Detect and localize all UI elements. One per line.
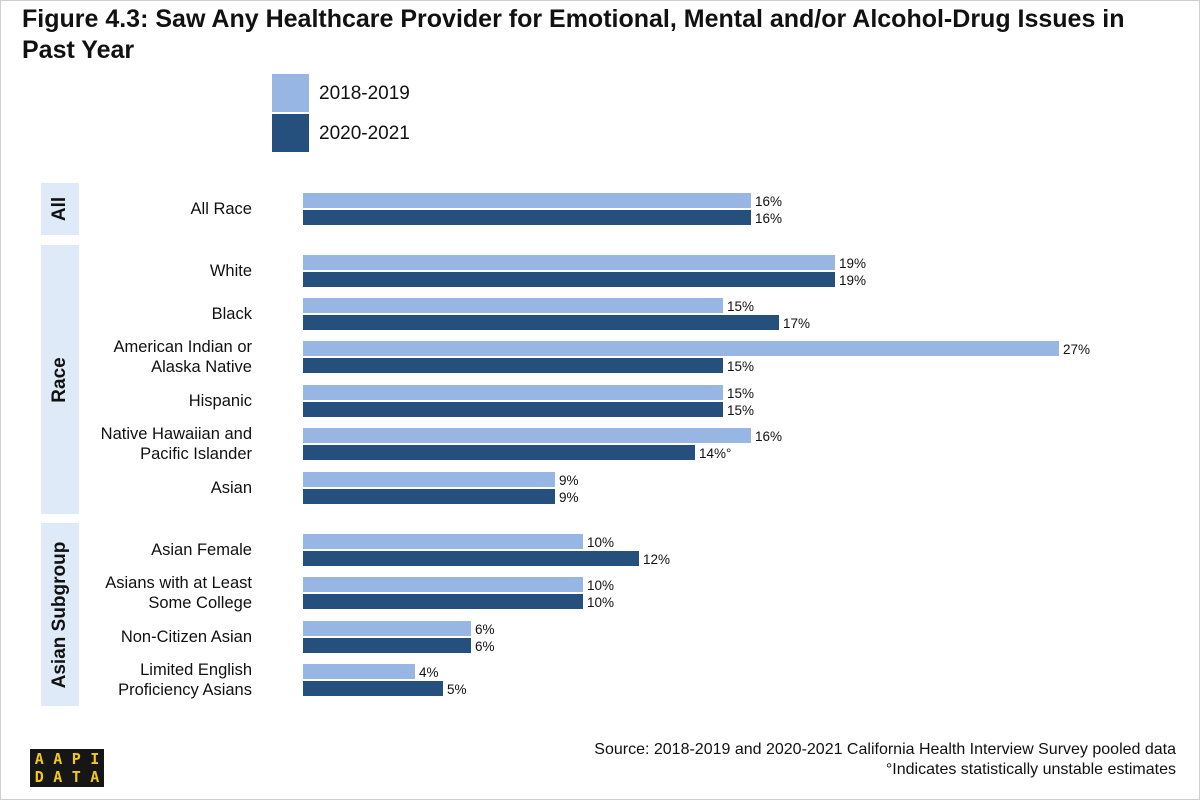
bar-2020-2021 [303,594,583,609]
bar-2020-2021 [303,551,639,566]
category-label: Asians with at Least Some College [105,574,252,612]
data-label: 9% [559,490,579,505]
category-label: All Race [190,200,252,218]
bar-2018-2019 [303,193,751,208]
bar-2018-2019 [303,577,583,592]
logo-letter: P [71,749,81,768]
bar-2020-2021 [303,489,555,504]
bar-2020-2021 [303,272,835,287]
data-label: 10% [587,535,614,550]
logo-letter: A [53,749,63,768]
bar-2020-2021 [303,402,723,417]
facet-strip-asian-subgroup: Asian Subgroup [41,523,79,706]
data-label: 15% [727,299,754,314]
legend-swatch-2020-2021 [272,114,309,152]
bar-2020-2021 [303,445,695,460]
category-label: White [209,262,252,280]
data-label: 16% [755,194,782,209]
source-note: Source: 2018-2019 and 2020-2021 Californ… [594,740,1176,780]
bar-2018-2019 [303,621,471,636]
data-label: 17% [783,316,810,331]
category-label: Asian Female [151,541,252,559]
bar-2018-2019 [303,255,835,270]
bar-2018-2019 [303,298,723,313]
data-label: 15% [727,403,754,418]
category-label: Hispanic [188,392,252,410]
logo-letter: A [53,767,63,786]
data-label: 5% [447,682,467,697]
bar-2018-2019 [303,385,723,400]
bar-2020-2021 [303,358,723,373]
bar-2020-2021 [303,315,779,330]
bar-2018-2019 [303,472,555,487]
legend-item-2018-2019: 2018-2019 [272,74,472,112]
category-label: American Indian or Alaska Native [113,338,253,376]
legend-item-2020-2021: 2020-2021 [272,114,472,152]
data-label: 12% [643,552,670,567]
data-label: 10% [587,595,614,610]
data-label: 19% [839,273,866,288]
category-label: Limited English Proficiency Asians [118,661,252,699]
bar-2020-2021 [303,638,471,653]
category-label: Non-Citizen Asian [120,628,252,646]
data-label: 9% [559,473,579,488]
bar-2018-2019 [303,428,751,443]
data-label: 6% [475,639,495,654]
chart-title: Figure 4.3: Saw Any Healthcare Provider … [22,5,1125,64]
bar-2020-2021 [303,681,443,696]
unstable-note: °Indicates statistically unstable estima… [885,761,1176,778]
data-label: 6% [475,622,495,637]
data-label: 15% [727,359,754,374]
bar-2020-2021 [303,210,751,225]
logo-letter: D [34,767,44,786]
logo-letter: A [34,749,44,768]
legend-label-2020-2021: 2020-2021 [319,123,410,144]
category-label: Asian [210,479,252,497]
logo-letter: A [90,767,100,786]
category-label: Native Hawaiian and Pacific Islander [100,425,252,463]
logo-letter: T [71,767,81,786]
data-label: 19% [839,256,866,271]
legend-swatch-2018-2019 [272,74,309,112]
category-label: Black [211,305,252,323]
facet-strip-race: Race [41,245,79,514]
facet-strip-all: All [41,183,79,235]
data-label: 27% [1063,342,1090,357]
data-label: 10% [587,578,614,593]
logo-letter: I [90,749,100,768]
source-line: Source: 2018-2019 and 2020-2021 Californ… [594,741,1176,758]
bar-2018-2019 [303,341,1059,356]
data-label: 16% [755,211,782,226]
legend-label-2018-2019: 2018-2019 [319,83,410,104]
data-label: 16% [755,429,782,444]
bar-2018-2019 [303,664,415,679]
data-label: 4% [419,665,439,680]
bar-2018-2019 [303,534,583,549]
data-label: 14%° [699,446,731,461]
data-label: 15% [727,386,754,401]
